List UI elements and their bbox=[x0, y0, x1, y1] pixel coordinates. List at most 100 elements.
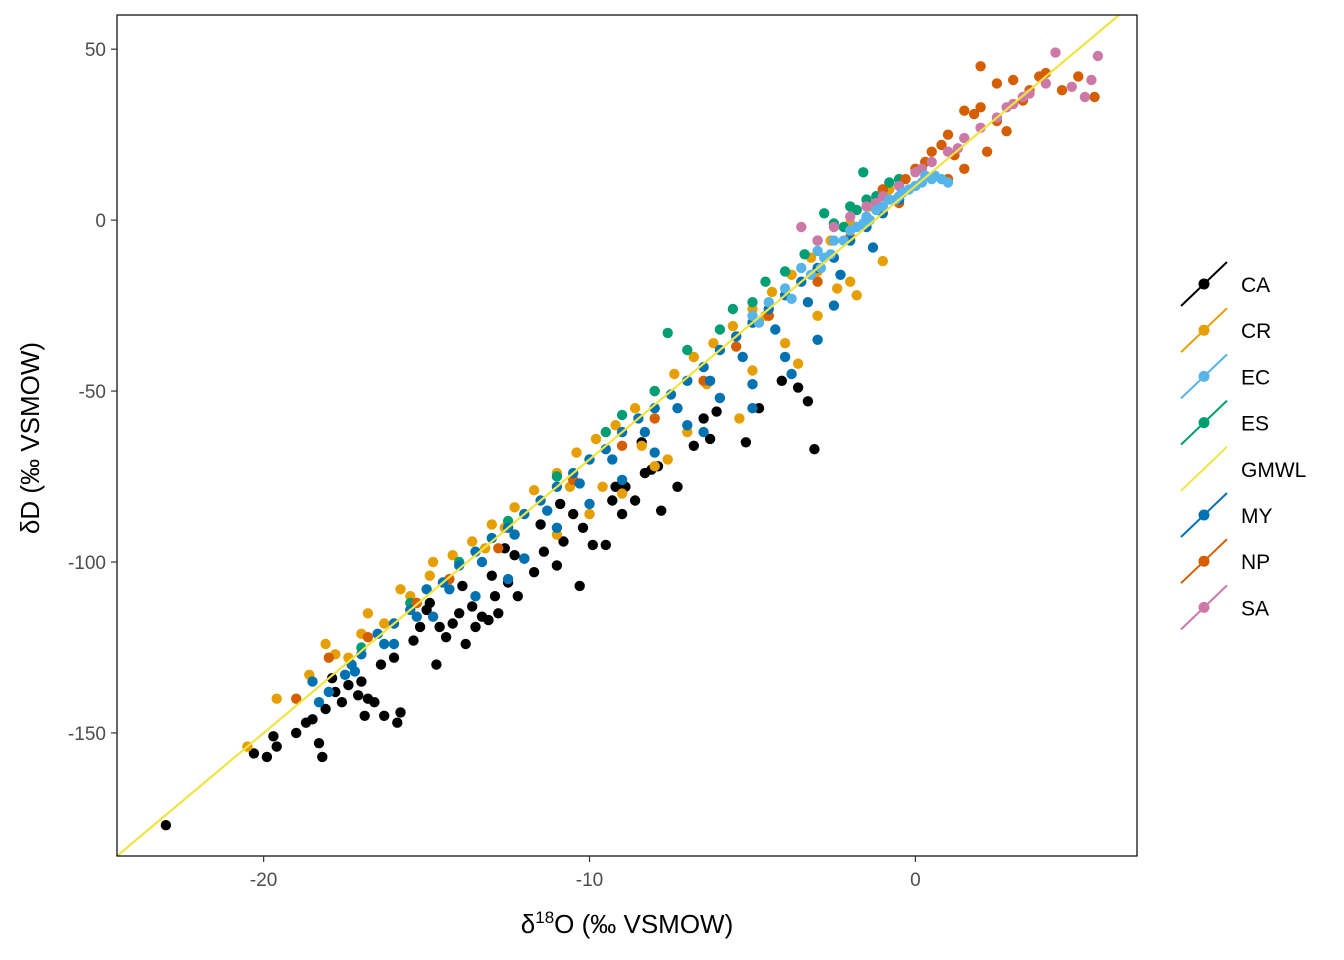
point-ca-0 bbox=[160, 820, 172, 831]
point-my-51 bbox=[770, 324, 781, 335]
point-my-52 bbox=[802, 297, 814, 308]
point-sa-19 bbox=[1092, 50, 1104, 62]
point-my-54 bbox=[867, 242, 879, 253]
point-np-38 bbox=[1056, 85, 1068, 96]
point-sa-9 bbox=[959, 132, 970, 144]
legend-item-np: NP bbox=[1180, 538, 1270, 584]
legend-key-point-np bbox=[1198, 555, 1210, 567]
point-cr-17 bbox=[629, 403, 641, 414]
point-ca-7 bbox=[307, 714, 318, 725]
point-cr-16 bbox=[610, 420, 621, 431]
point-ca-57 bbox=[698, 413, 709, 424]
point-sa-3 bbox=[861, 201, 872, 212]
legend-item-es: ES bbox=[1180, 399, 1269, 446]
point-ca-64 bbox=[809, 444, 820, 455]
point-ec-27 bbox=[786, 293, 797, 304]
point-ca-47 bbox=[600, 539, 611, 551]
point-my-41 bbox=[444, 584, 455, 595]
point-my-73 bbox=[349, 666, 361, 677]
y-tick-label-1: 0 bbox=[95, 211, 106, 232]
point-sa-14 bbox=[1040, 78, 1052, 89]
point-cr-54 bbox=[636, 440, 647, 451]
point-my-37 bbox=[313, 697, 325, 708]
point-ca-10 bbox=[320, 703, 331, 715]
legend-key-point-ec bbox=[1198, 370, 1210, 382]
point-my-55 bbox=[519, 553, 530, 564]
point-np-40 bbox=[493, 543, 504, 554]
y-tick-label-2: -50 bbox=[79, 382, 106, 403]
point-es-4 bbox=[551, 471, 563, 482]
point-es-7 bbox=[682, 344, 693, 356]
point-cr-38 bbox=[779, 338, 791, 349]
point-ca-56 bbox=[688, 440, 699, 451]
point-cr-8 bbox=[447, 550, 458, 561]
point-my-43 bbox=[509, 529, 520, 540]
point-my-65 bbox=[828, 300, 840, 311]
point-ca-14 bbox=[353, 690, 364, 701]
point-cr-50 bbox=[851, 290, 862, 301]
point-cr-11 bbox=[509, 502, 520, 513]
point-my-59 bbox=[649, 447, 660, 458]
x-axis-title-rest: O (‰ VSMOW) bbox=[554, 909, 733, 939]
point-ec-1 bbox=[812, 245, 823, 257]
point-cr-43 bbox=[734, 413, 745, 424]
legend-label-ec: EC bbox=[1241, 366, 1270, 389]
point-cr-33 bbox=[616, 488, 628, 499]
legend-item-my: MY bbox=[1180, 492, 1273, 538]
point-my-60 bbox=[682, 420, 693, 431]
point-ca-55 bbox=[672, 481, 683, 492]
point-my-70 bbox=[470, 591, 481, 602]
y-tick-label-0: 50 bbox=[85, 40, 106, 61]
y-axis: 50 0 -50 -100 -150 bbox=[68, 40, 117, 745]
point-ca-4 bbox=[271, 741, 282, 752]
point-my-63 bbox=[779, 351, 791, 363]
point-ca-67 bbox=[424, 597, 435, 609]
point-ca-45 bbox=[577, 522, 589, 533]
point-ca-19 bbox=[379, 710, 390, 721]
point-np-1 bbox=[362, 632, 374, 643]
point-cr-9 bbox=[467, 536, 478, 547]
x-axis-title-base: δ bbox=[521, 909, 535, 939]
point-np-19 bbox=[991, 78, 1003, 89]
point-np-11 bbox=[812, 276, 823, 287]
point-ca-12 bbox=[336, 697, 348, 708]
point-sa-7 bbox=[926, 156, 937, 168]
point-sa-24 bbox=[1001, 102, 1012, 113]
point-cr-5 bbox=[379, 618, 390, 629]
x-axis-title-sup: 18 bbox=[535, 908, 554, 927]
point-ec-24 bbox=[890, 194, 901, 205]
point-my-56 bbox=[551, 522, 563, 533]
point-my-69 bbox=[502, 573, 514, 585]
point-es-22 bbox=[727, 303, 739, 315]
point-my-48 bbox=[672, 403, 683, 414]
gmwl-line bbox=[117, 15, 1121, 856]
point-np-32 bbox=[936, 139, 947, 151]
point-sa-23 bbox=[952, 143, 963, 154]
point-es-21 bbox=[760, 276, 771, 287]
point-sa-1 bbox=[812, 235, 823, 246]
point-sa-20 bbox=[845, 211, 856, 222]
point-ca-76 bbox=[509, 550, 520, 561]
point-np-23 bbox=[1073, 71, 1084, 82]
y-tick-label-4: -150 bbox=[68, 724, 106, 745]
point-np-28 bbox=[981, 146, 993, 157]
point-my-39 bbox=[379, 638, 390, 650]
point-cr-45 bbox=[597, 481, 608, 492]
point-ca-72 bbox=[704, 433, 716, 445]
point-ca-23 bbox=[408, 635, 419, 646]
point-ca-70 bbox=[610, 481, 621, 492]
point-cr-42 bbox=[792, 358, 804, 369]
point-np-6 bbox=[616, 440, 628, 451]
point-np-27 bbox=[959, 163, 970, 174]
legend-label-cr: CR bbox=[1241, 320, 1271, 343]
point-ca-75 bbox=[414, 621, 426, 633]
legend-key-line-gmwl bbox=[1180, 446, 1228, 492]
point-ca-3 bbox=[268, 731, 279, 742]
point-my-66 bbox=[698, 426, 709, 438]
point-my-40 bbox=[411, 611, 422, 622]
point-my-71 bbox=[427, 611, 439, 622]
point-cr-37 bbox=[747, 365, 758, 376]
point-ec-25 bbox=[916, 177, 928, 188]
point-np-25 bbox=[975, 61, 986, 72]
point-np-18 bbox=[975, 102, 986, 113]
